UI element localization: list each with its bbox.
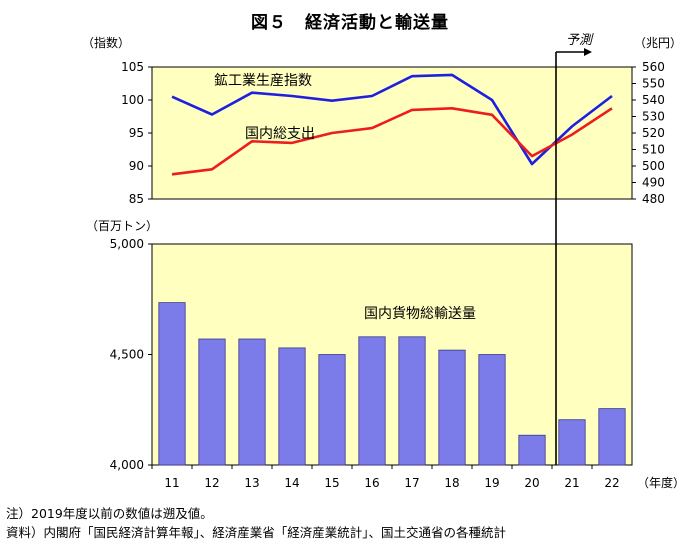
freight-bar: [198, 338, 226, 466]
bottom-panel-background: [151, 243, 633, 466]
freight-bar: [478, 354, 506, 466]
y-right-tick-label: 560: [642, 60, 665, 74]
y-right-axis-label: （兆円）: [634, 36, 682, 50]
bottom-axis-ticks: 5,000 4,500 4,000: [110, 237, 152, 472]
bar-series: [158, 302, 626, 466]
x-tick-label: 21: [564, 476, 579, 490]
freight-bar: [278, 347, 306, 466]
source-text: 資料）内閣府「国民経済計算年報」、経済産業省「経済産業統計」、国土交通省の各種統…: [6, 525, 507, 540]
top-axis-ticks: 105 100 95 90 85 560 550 540 530 520 510 500 490 480: [121, 60, 665, 206]
freight-bar: [358, 336, 386, 466]
series-label-freight: 国内貨物総輸送量: [364, 305, 476, 322]
bottom-y-tick-label: 4,500: [110, 348, 144, 362]
x-tick-label: 14: [284, 476, 299, 490]
gdp-line: [171, 107, 613, 176]
freight-bar: [398, 336, 426, 466]
x-tick-label: 11: [164, 476, 179, 490]
series-label-gdp: 国内総支出: [245, 126, 315, 142]
x-tick-label: 13: [244, 476, 259, 490]
y-left-tick-label: 90: [129, 159, 144, 173]
x-tick-label: 18: [444, 476, 459, 490]
chart-title: 図５ 経済活動と輸送量: [251, 13, 449, 33]
series-label-production-index: 鉱工業生産指数: [214, 72, 312, 89]
freight-bar: [598, 408, 626, 466]
bottom-y-tick-label: 5,000: [110, 237, 144, 251]
y-left-tick-label: 100: [121, 93, 144, 107]
y-right-tick-label: 500: [642, 159, 665, 173]
freight-bar: [238, 338, 266, 466]
y-right-tick-label: 480: [642, 192, 665, 206]
freight-bar: [438, 349, 466, 466]
forecast-label: 予測: [566, 33, 594, 48]
x-tick-label: 20: [524, 476, 539, 490]
y-right-tick-label: 550: [642, 77, 665, 91]
production-index-line: [171, 73, 613, 166]
y-left-tick-label: 105: [121, 60, 144, 74]
freight-bar: [518, 434, 546, 466]
y-right-tick-label: 530: [642, 110, 665, 124]
y-left-tick-label: 95: [129, 126, 144, 140]
y-left-tick-label: 85: [129, 192, 144, 206]
x-tick-labels: 11 12 13 14 15 16 17 18 19 20 21 22: [151, 465, 620, 490]
bottom-y-axis-label: （百万トン）: [86, 219, 158, 233]
bottom-y-tick-label: 4,000: [110, 458, 144, 472]
freight-bar: [558, 419, 586, 466]
y-right-tick-label: 520: [642, 126, 665, 140]
x-tick-label: 19: [484, 476, 499, 490]
x-unit-label: （年度）: [637, 475, 685, 490]
y-right-tick-label: 510: [642, 143, 665, 157]
x-tick-label: 22: [604, 476, 619, 490]
x-tick-label: 15: [324, 476, 339, 490]
y-right-tick-label: 540: [642, 93, 665, 107]
forecast-arrow-head: [584, 48, 592, 56]
x-tick-label: 16: [364, 476, 379, 490]
note-text: 注）2019年度以前の数値は遡及値。: [6, 506, 213, 521]
line-series: [171, 73, 613, 176]
x-tick-label: 17: [404, 476, 419, 490]
freight-bar: [318, 354, 346, 466]
y-right-tick-label: 490: [642, 176, 665, 190]
freight-bar: [158, 302, 186, 466]
y-left-axis-label: （指数）: [82, 35, 130, 50]
x-tick-label: 12: [204, 476, 219, 490]
